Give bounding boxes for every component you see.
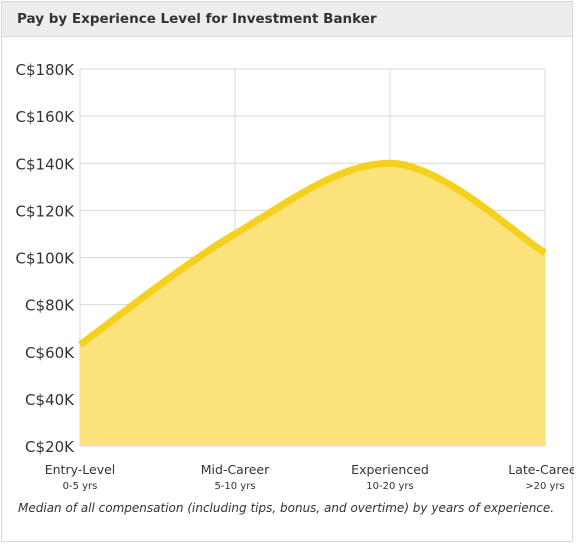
chart-caption: Median of all compensation (including ti… <box>18 501 555 515</box>
x-tick-label: Entry-Level <box>45 462 116 477</box>
x-tick-label: Mid-Career <box>201 462 270 477</box>
y-tick-label: C$60K <box>25 344 75 362</box>
x-tick-sublabel: 5-10 yrs <box>214 481 255 492</box>
card-header: Pay by Experience Level for Investment B… <box>2 2 572 37</box>
x-tick-label: Late-Career <box>508 462 574 477</box>
y-tick-label: C$120K <box>16 202 76 220</box>
chart-title: Pay by Experience Level for Investment B… <box>17 11 377 27</box>
y-tick-label: C$160K <box>16 108 76 126</box>
y-tick-label: C$40K <box>25 391 75 409</box>
y-tick-label: C$20K <box>25 438 75 456</box>
x-tick-sublabel: >20 yrs <box>525 481 565 492</box>
x-tick-sublabel: 10-20 yrs <box>366 481 413 492</box>
y-tick-label: C$140K <box>16 155 76 173</box>
y-tick-label: C$80K <box>25 297 75 315</box>
y-tick-label: C$100K <box>16 250 76 268</box>
series-line <box>77 159 547 348</box>
area-fill <box>80 163 545 446</box>
x-tick-sublabel: 0-5 yrs <box>63 481 98 492</box>
x-tick-label: Experienced <box>351 462 429 477</box>
y-tick-label: C$180K <box>16 61 76 79</box>
